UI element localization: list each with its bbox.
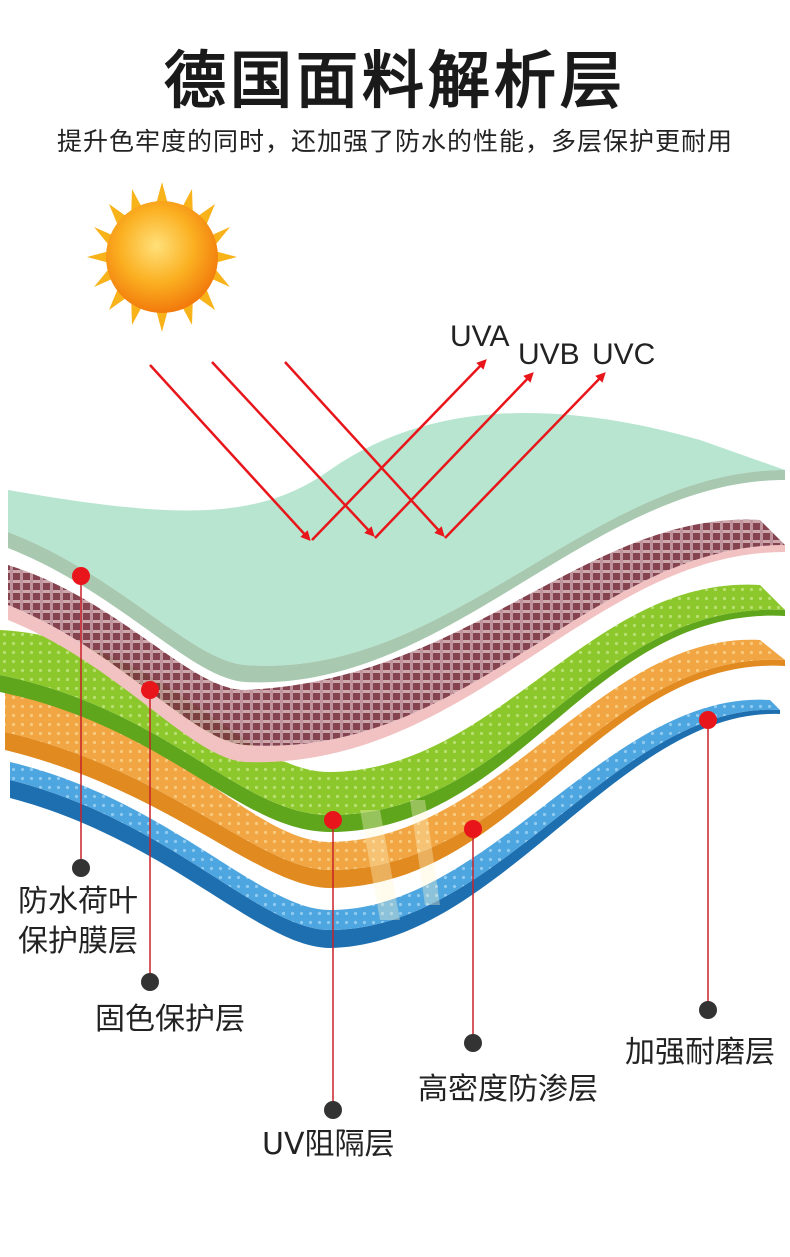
wear-resistant-marker xyxy=(699,711,717,729)
ray-uva-reflected xyxy=(311,359,487,541)
ray-uvb-reflected xyxy=(374,372,534,539)
uvc-label: UVC xyxy=(592,338,656,371)
uvb-label: UVB xyxy=(518,338,580,371)
anti-seepage-marker xyxy=(464,820,482,838)
label-wear-resistant: 加强耐磨层 xyxy=(625,1035,775,1070)
label-colorfast: 固色保护层 xyxy=(95,1002,245,1037)
uva-label: UVA xyxy=(450,320,510,353)
page-subtitle: 提升色牢度的同时，还加强了防水的性能，多层保护更耐用 xyxy=(56,127,733,156)
sun-icon xyxy=(87,182,237,332)
page-title: 德国面料解析层 xyxy=(163,44,626,117)
uv-barrier-marker xyxy=(324,811,342,829)
colorfast-marker xyxy=(141,681,159,699)
label-waterproof-line1: 防水荷叶 xyxy=(18,884,138,919)
ray-uvc-reflected xyxy=(444,372,606,539)
label-anti-seepage: 高密度防渗层 xyxy=(418,1072,598,1107)
ray-uva-incoming xyxy=(149,364,311,541)
layer-anti-seepage xyxy=(5,659,785,888)
layer-waterproof xyxy=(8,470,785,683)
label-waterproof: 防水荷叶 保护膜层 xyxy=(18,882,138,962)
waterproof-marker xyxy=(72,567,90,585)
ray-uvc-incoming xyxy=(284,361,445,537)
label-uv-barrier: UV阻隔层 xyxy=(262,1127,395,1162)
label-waterproof-line2: 保护膜层 xyxy=(18,924,138,959)
